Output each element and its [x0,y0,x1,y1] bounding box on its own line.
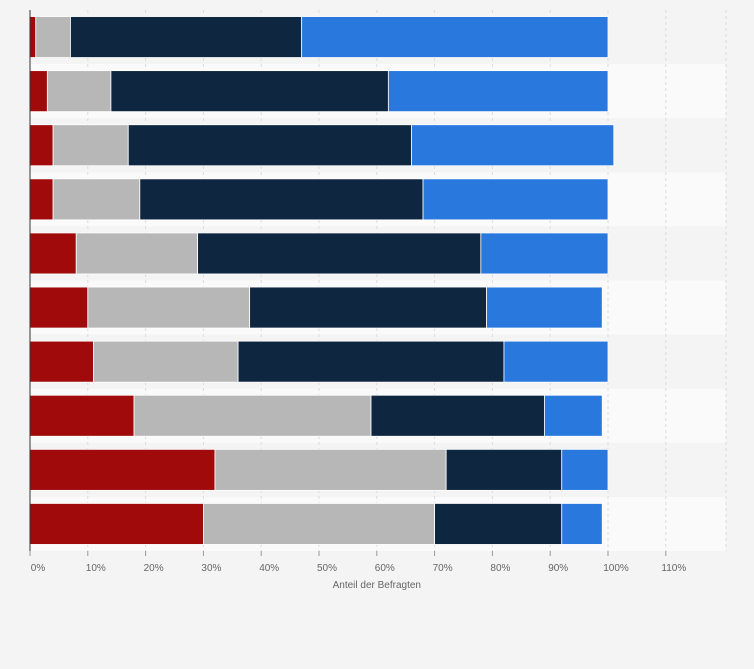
bar-segment[interactable] [52,178,141,221]
bar-segment[interactable] [480,232,609,275]
bar-segment[interactable] [301,16,609,58]
bar-segment[interactable] [434,503,563,545]
bar-segment[interactable] [29,448,216,491]
x-axis: 0% 10% 20% 30% 40% 50% 60% 70% 80% 90% 100% 110% [29,10,686,574]
x-tick-label: 90% [548,563,568,574]
bar-segment[interactable] [29,503,204,545]
x-tick-label: 110% [661,563,686,574]
x-tick-label: 0% [31,563,46,574]
bar-segment[interactable] [29,286,89,329]
x-axis-title: Anteil der Befragten [333,580,421,591]
bar-segment[interactable] [29,70,48,113]
x-tick-label: 20% [144,563,164,574]
x-tick-label: 80% [490,563,510,574]
bar-segment[interactable] [29,16,37,58]
bar-segment[interactable] [139,178,424,221]
bar-segment[interactable] [503,340,609,383]
bar-segment[interactable] [110,70,389,113]
bar-segment[interactable] [387,70,609,113]
bar-segment[interactable] [133,394,372,437]
bar-segment[interactable] [35,16,71,58]
bar-segment[interactable] [445,448,563,491]
bar-segment[interactable] [127,124,412,167]
bar-segment[interactable] [93,340,239,383]
bar-segment[interactable] [486,286,603,329]
bar-segment[interactable] [561,448,609,491]
bar-segment[interactable] [422,178,609,221]
bar-segment[interactable] [197,232,482,275]
bar-segment[interactable] [75,232,199,275]
bar-segment[interactable] [46,70,112,113]
x-tick-label: 100% [603,563,629,574]
x-tick-label: 60% [375,563,395,574]
bar-segment[interactable] [544,394,603,437]
bar-segment[interactable] [52,124,129,167]
bar-segment[interactable] [411,124,615,167]
x-tick-label: 40% [259,563,279,574]
bar-segment[interactable] [561,503,603,545]
bar-segment[interactable] [29,340,94,383]
bar-segment[interactable] [214,448,447,491]
bar-segment[interactable] [29,178,54,221]
bar-segment[interactable] [87,286,251,329]
bar-segment[interactable] [29,232,77,275]
x-tick-label: 50% [317,563,337,574]
x-tick-label: 10% [86,563,106,574]
bar-segment[interactable] [29,394,135,437]
bar-segment[interactable] [29,124,54,167]
bars [29,16,615,545]
bar-segment[interactable] [202,503,435,545]
x-tick-label: 70% [433,563,453,574]
bar-segment[interactable] [237,340,505,383]
bar-segment[interactable] [249,286,488,329]
bar-segment[interactable] [70,16,303,58]
bar-segment[interactable] [370,394,545,437]
x-tick-label: 30% [201,563,221,574]
